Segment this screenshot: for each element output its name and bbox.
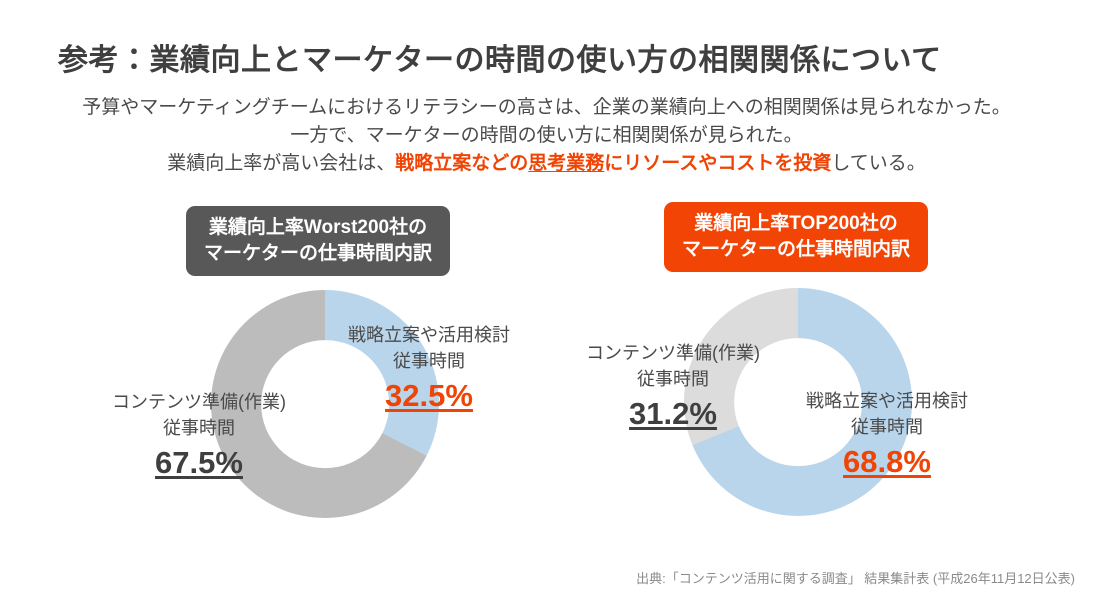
lead-paragraph: 予算やマーケティングチームにおけるリテラシーの高さは、企業の業績向上への相関関係… bbox=[0, 94, 1093, 178]
donut-hole-top bbox=[734, 338, 862, 466]
lead-highlight-underlined: 思考業務 bbox=[528, 153, 605, 174]
value-top-strategy: 68.8% bbox=[843, 444, 931, 479]
label-top-strategy-line-2: 従事時間 bbox=[851, 417, 923, 437]
value-worst-strategy: 32.5% bbox=[385, 378, 473, 413]
donut-chart-worst bbox=[211, 290, 439, 518]
source-note: 出典:「コンテンツ活用に関する調査」 結果集計表 (平成26年11月12日公表) bbox=[636, 571, 1075, 586]
lead-highlight-2: にリソースやコストを投資 bbox=[604, 153, 832, 174]
lead-line-3-suffix: している。 bbox=[831, 153, 926, 174]
label-top-strategy-line-1: 戦略立案や活用検討 bbox=[806, 391, 968, 411]
lead-line-1: 予算やマーケティングチームにおけるリテラシーの高さは、企業の業績向上への相関関係… bbox=[82, 97, 1011, 118]
lead-line-3: 業績向上率が高い会社は、戦略立案などの思考業務にリソースやコストを投資している。 bbox=[0, 150, 1093, 178]
chart-badge-top: 業績向上率TOP200社の マーケターの仕事時間内訳 bbox=[664, 202, 929, 272]
label-top-content-line-2: 従事時間 bbox=[637, 369, 709, 389]
label-top-strategy: 戦略立案や活用検討 従事時間 68.8% bbox=[806, 388, 968, 484]
label-worst-content-line-1: コンテンツ準備(作業) bbox=[112, 392, 286, 412]
lead-line-3-prefix: 業績向上率が高い会社は、 bbox=[167, 153, 396, 174]
chart-badge-worst: 業績向上率Worst200社の マーケターの仕事時間内訳 bbox=[186, 206, 451, 276]
label-top-content: コンテンツ準備(作業) 従事時間 31.2% bbox=[586, 340, 760, 436]
value-worst-content: 67.5% bbox=[155, 445, 243, 480]
label-worst-strategy: 戦略立案や活用検討 従事時間 32.5% bbox=[348, 322, 510, 418]
chart-badge-worst-line-2: マーケターの仕事時間内訳 bbox=[204, 243, 433, 264]
label-top-content-line-1: コンテンツ準備(作業) bbox=[586, 343, 760, 363]
lead-highlight-1: 戦略立案などの bbox=[395, 153, 529, 174]
value-top-content: 31.2% bbox=[629, 396, 717, 431]
chart-badge-top-line-1: 業績向上率TOP200社の bbox=[694, 213, 898, 234]
label-worst-content: コンテンツ準備(作業) 従事時間 67.5% bbox=[112, 389, 286, 485]
page-title: 参考：業績向上とマーケターの時間の使い方の相関関係について bbox=[58, 44, 942, 77]
donut-hole-worst bbox=[261, 340, 389, 468]
lead-line-2: 一方で、マーケターの時間の使い方に相関関係が見られた。 bbox=[290, 125, 803, 146]
chart-badge-worst-line-1: 業績向上率Worst200社の bbox=[208, 217, 428, 238]
donut-chart-top bbox=[684, 288, 912, 516]
label-worst-strategy-line-2: 従事時間 bbox=[393, 351, 465, 371]
chart-badge-top-line-2: マーケターの仕事時間内訳 bbox=[682, 239, 911, 260]
label-worst-strategy-line-1: 戦略立案や活用検討 bbox=[348, 325, 510, 345]
label-worst-content-line-2: 従事時間 bbox=[163, 418, 235, 438]
